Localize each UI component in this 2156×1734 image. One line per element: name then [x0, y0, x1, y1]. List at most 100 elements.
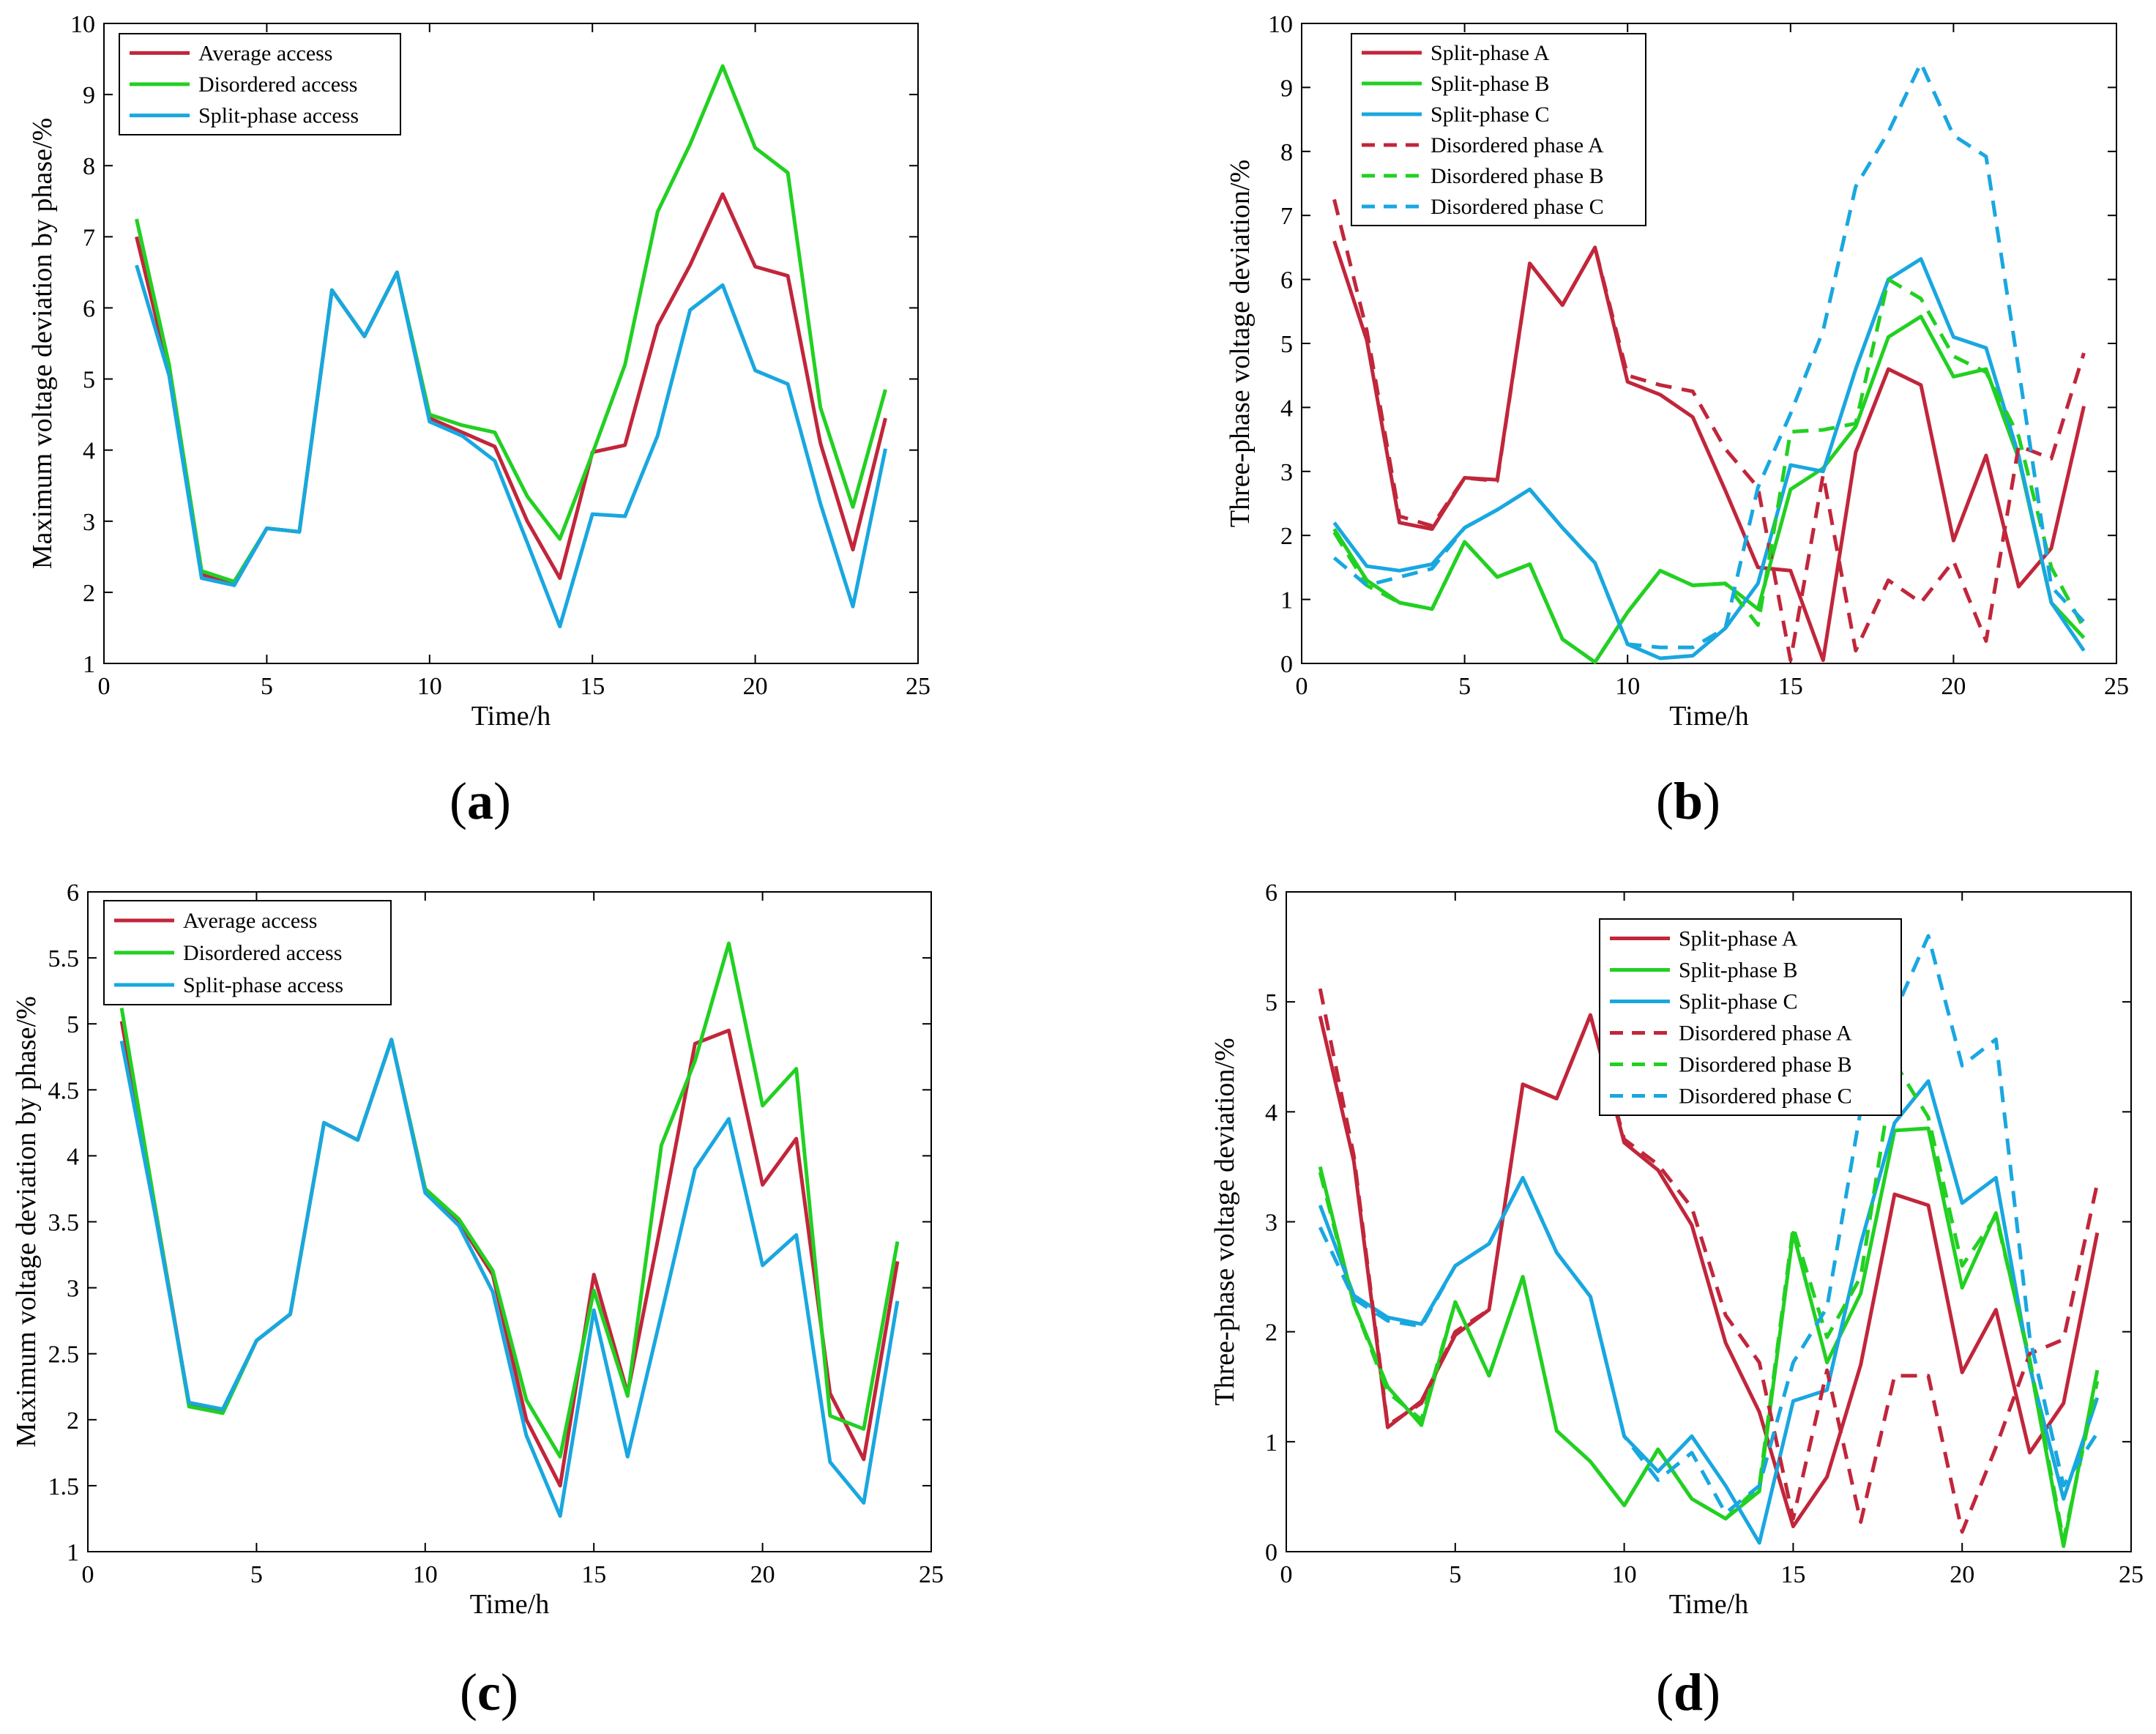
series-line: [1318, 934, 2099, 1515]
x-tick-label: 25: [2119, 1561, 2144, 1588]
x-tick-label: 5: [1458, 673, 1471, 700]
series-line: [1332, 257, 2086, 661]
y-tick-label: 6: [83, 295, 95, 322]
panel-label: (a): [450, 772, 511, 830]
x-tick-label: 10: [1612, 1561, 1637, 1588]
x-tick-label: 0: [82, 1561, 94, 1588]
x-tick-label: 20: [750, 1561, 775, 1588]
y-tick-label: 1: [1280, 587, 1293, 614]
y-tick-label: 3: [67, 1276, 79, 1303]
panel-label-close: ): [501, 1663, 518, 1722]
panel-label-close: ): [493, 772, 511, 830]
chart-panel-a: 0 5 10 15 20 25 1 2 3 4 5 6 7 8 9 10 Time/h Maximum volta…: [27, 11, 930, 830]
x-tick-label: 15: [1780, 1561, 1805, 1588]
legend-entry: Disordered phase B: [1679, 1053, 1852, 1077]
legend: Split-phase A Split-phase B Split-phase C D…: [1599, 918, 1902, 1116]
panel-label-close: ): [1703, 1663, 1720, 1722]
y-tick-label: 4: [67, 1143, 79, 1170]
legend-entry: Disordered phase A: [1431, 133, 1604, 157]
chart-panel-c: 0 5 10 15 20 25 1 1.5 2 2.5 3 3.5 4 4.5 5 5.5 6 Time/h Max…: [11, 879, 944, 1722]
y-tick-label: 0: [1265, 1539, 1277, 1566]
legend: Split-phase A Split-phase B Split-phase C D…: [1351, 33, 1646, 226]
y-tick-label: 1.5: [48, 1473, 80, 1500]
y-tick-label: 5.5: [48, 945, 80, 972]
x-tick-label: 15: [580, 673, 605, 700]
panel-label-letter: a: [467, 772, 493, 830]
y-axis-label: Three-phase voltage deviation/%: [1225, 160, 1256, 527]
y-tick-label: 1: [83, 651, 95, 678]
series-disordered-phase-a: [1332, 198, 2086, 663]
y-tick-label: 5: [83, 367, 95, 394]
x-tick-label: 15: [1778, 673, 1803, 700]
panel-label-open: (: [460, 1663, 477, 1722]
y-tick-label: 6: [67, 879, 79, 907]
series-disordered-phase-b: [1318, 1060, 2100, 1543]
legend-entry: Average access: [198, 41, 333, 65]
y-tick-label: 8: [83, 153, 95, 180]
y-tick-label: 6: [1280, 267, 1293, 294]
y-tick-label: 2: [67, 1407, 79, 1435]
y-tick-label: 8: [1280, 139, 1293, 166]
panel-label-letter: b: [1674, 772, 1703, 830]
y-tick-label: 4: [1265, 1099, 1277, 1126]
legend-entry: Average access: [183, 909, 318, 933]
y-tick-label: 0: [1280, 651, 1293, 678]
x-tick-label: 10: [413, 1561, 438, 1588]
y-tick-label: 4.5: [48, 1077, 80, 1104]
x-tick-label: 5: [261, 673, 273, 700]
legend-entry: Disordered phase C: [1679, 1084, 1852, 1109]
panel-label-letter: d: [1674, 1663, 1703, 1722]
y-axis-label: Maximum voltage deviation by phase/%: [27, 118, 58, 569]
legend-entry: Split-phase access: [183, 973, 343, 997]
legend-entry: Split-phase A: [1679, 927, 1798, 951]
y-tick-label: 3: [1265, 1210, 1277, 1237]
y-tick-label: 1: [1265, 1429, 1277, 1456]
legend-entry: Disordered phase B: [1431, 164, 1604, 188]
x-tick-label: 5: [1449, 1561, 1461, 1588]
x-tick-label: 10: [417, 673, 442, 700]
x-tick-label: 20: [743, 673, 768, 700]
x-tick-label: 25: [919, 1561, 944, 1588]
legend-entry: Disordered phase C: [1431, 195, 1604, 219]
x-tick-label: 25: [906, 673, 930, 700]
y-tick-label: 3: [83, 509, 95, 536]
panel-label-close: ): [1703, 772, 1720, 830]
series-line: [135, 264, 887, 628]
legend: Average access Disordered access Split-pha…: [119, 33, 401, 135]
legend-entry: Split-phase C: [1431, 103, 1550, 127]
y-tick-label: 10: [1268, 11, 1293, 38]
x-tick-label: 5: [250, 1561, 263, 1588]
y-axis-label: Three-phase voltage deviation/%: [1209, 1038, 1240, 1405]
panel-label: (c): [460, 1663, 518, 1722]
legend-entry: Split-phase B: [1679, 959, 1798, 983]
series-line: [1332, 61, 2086, 650]
y-tick-label: 5: [1265, 989, 1277, 1016]
y-tick-label: 4: [1280, 395, 1293, 422]
series-line: [1318, 1060, 2100, 1543]
y-tick-label: 3: [1280, 459, 1293, 486]
y-tick-label: 5: [1280, 331, 1293, 358]
series-disordered-phase-c: [1332, 61, 2086, 650]
panel-label: (b): [1656, 772, 1720, 830]
x-tick-label: 0: [98, 673, 111, 700]
series-line: [1332, 198, 2086, 663]
x-tick-label: 20: [1950, 1561, 1974, 1588]
x-tick-label: 20: [1941, 673, 1966, 700]
x-axis-label: Time/h: [471, 701, 551, 732]
series-line: [1332, 278, 2086, 664]
series-line: [119, 1038, 900, 1518]
y-tick-label: 1: [67, 1539, 79, 1566]
series-disordered-phase-a: [1318, 988, 2100, 1534]
chart-panel-d: 0 5 10 15 20 25 0 1 2 3 4 5 6 Time/h Three-phase volta…: [1209, 879, 2144, 1722]
legend-box: [1599, 918, 1902, 1116]
panel-label-open: (: [1656, 772, 1674, 830]
x-axis-label: Time/h: [1669, 1589, 1748, 1620]
y-tick-label: 3.5: [48, 1210, 80, 1237]
series-line: [1318, 1013, 2100, 1528]
y-tick-label: 7: [1280, 203, 1293, 230]
panel-label: (d): [1656, 1663, 1720, 1722]
legend-entry: Split-phase A: [1431, 41, 1550, 65]
y-tick-label: 4: [83, 438, 95, 465]
x-tick-label: 0: [1280, 1561, 1293, 1588]
